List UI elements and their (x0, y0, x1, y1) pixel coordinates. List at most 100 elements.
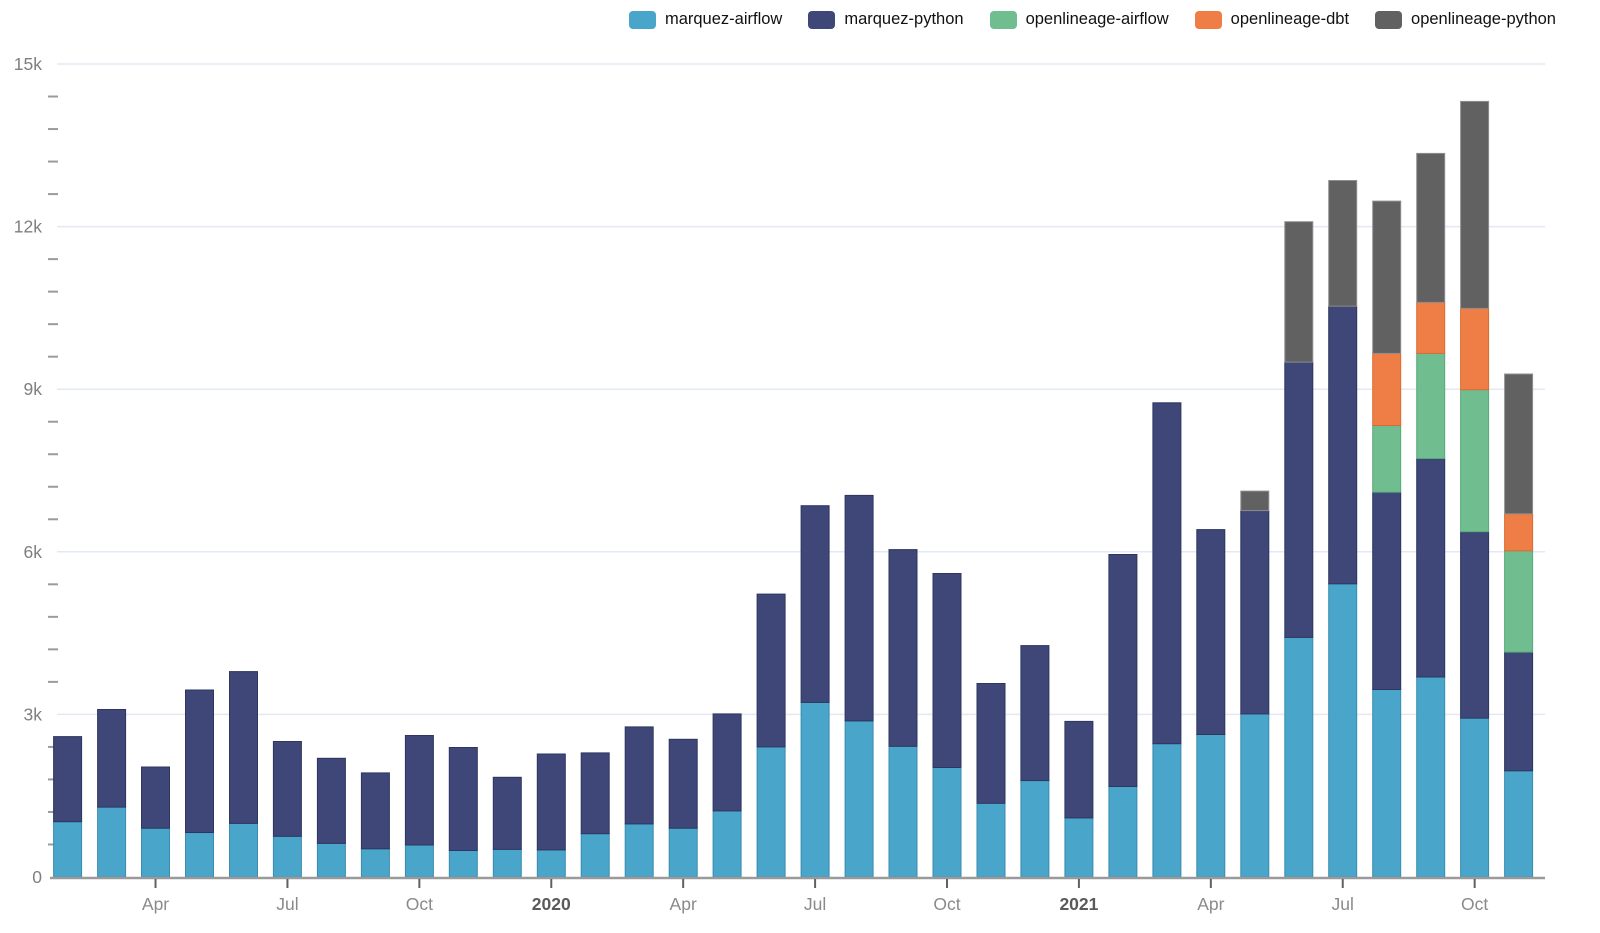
legend-item-marquez-python[interactable]: marquez-python (808, 10, 964, 29)
bar-segment-marquez-python[interactable] (1108, 554, 1138, 787)
bar-segment-marquez-python[interactable] (976, 683, 1006, 804)
bar-segment-marquez-airflow[interactable] (844, 720, 874, 878)
bar-segment-marquez-python[interactable] (668, 738, 698, 829)
y-axis-tick-label: 12k (14, 217, 42, 237)
bar-segment-openlineage-python[interactable] (1284, 221, 1314, 363)
bar-segment-marquez-airflow[interactable] (448, 849, 478, 878)
bar-segment-marquez-python[interactable] (1328, 305, 1358, 585)
bar-segment-marquez-python[interactable] (888, 549, 918, 747)
legend-label: marquez-airflow (664, 10, 783, 28)
bar-segment-marquez-airflow[interactable] (97, 806, 127, 878)
bar-segment-marquez-python[interactable] (756, 593, 786, 748)
bar-segment-marquez-python[interactable] (580, 752, 610, 835)
x-axis-tick-label: Apr (1197, 894, 1224, 914)
bar-segment-marquez-airflow[interactable] (1460, 717, 1490, 878)
bar-segment-marquez-python[interactable] (492, 776, 522, 850)
bar-segment-marquez-airflow[interactable] (1284, 636, 1314, 878)
bar-segment-marquez-airflow[interactable] (536, 849, 566, 878)
bar-segment-marquez-airflow[interactable] (360, 848, 390, 878)
bar-segment-marquez-airflow[interactable] (1064, 817, 1094, 878)
bar-segment-marquez-python[interactable] (404, 735, 434, 846)
bar-segment-openlineage-python[interactable] (1460, 100, 1490, 309)
bar-segment-marquez-airflow[interactable] (976, 802, 1006, 878)
bar-segment-marquez-python[interactable] (448, 747, 478, 851)
bar-segment-marquez-python[interactable] (97, 709, 127, 808)
bar-segment-marquez-python[interactable] (141, 766, 170, 829)
bar-segment-openlineage-dbt[interactable] (1416, 302, 1446, 354)
x-axis-tick-label: 2021 (1059, 894, 1098, 914)
bar-segment-openlineage-dbt[interactable] (1372, 352, 1402, 426)
bar-segment-marquez-airflow[interactable] (932, 767, 962, 878)
bar-segment-openlineage-python[interactable] (1504, 373, 1534, 515)
bar-segment-marquez-python[interactable] (932, 573, 962, 768)
bar-segment-marquez-airflow[interactable] (229, 822, 258, 878)
y-axis-tick-label: 0 (32, 867, 42, 887)
legend-item-marquez-airflow[interactable]: marquez-airflow (628, 10, 783, 29)
bar-segment-marquez-python[interactable] (1064, 720, 1094, 819)
bar-segment-marquez-python[interactable] (1152, 402, 1182, 745)
bar-segment-marquez-airflow[interactable] (1152, 743, 1182, 878)
bar-segment-openlineage-python[interactable] (1372, 200, 1402, 354)
bar-segment-marquez-airflow[interactable] (404, 844, 434, 878)
bar-segment-marquez-airflow[interactable] (1196, 734, 1226, 878)
bar-segment-marquez-airflow[interactable] (1504, 770, 1534, 878)
legend-item-openlineage-python[interactable]: openlineage-python (1375, 10, 1556, 29)
bar-segment-openlineage-airflow[interactable] (1460, 389, 1490, 533)
bar-segment-marquez-airflow[interactable] (492, 848, 522, 878)
bar-segment-marquez-python[interactable] (536, 753, 566, 851)
bar-segment-openlineage-python[interactable] (1416, 152, 1446, 303)
bar-segment-marquez-python[interactable] (1284, 361, 1314, 638)
bar-segment-marquez-python[interactable] (185, 689, 214, 833)
bar-segment-marquez-python[interactable] (800, 505, 830, 703)
bar-segment-marquez-airflow[interactable] (756, 746, 786, 878)
bar-segment-marquez-python[interactable] (1240, 510, 1270, 715)
bar-segment-marquez-airflow[interactable] (272, 835, 302, 878)
legend-swatch-icon (989, 10, 1017, 29)
bar-segment-openlineage-dbt[interactable] (1504, 513, 1534, 552)
legend-swatch-icon (628, 10, 656, 29)
bar-segment-marquez-python[interactable] (844, 494, 874, 722)
bar-segment-marquez-python[interactable] (1504, 651, 1534, 772)
bar-segment-marquez-airflow[interactable] (1372, 689, 1402, 878)
bar-segment-marquez-airflow[interactable] (712, 810, 742, 878)
bar-segment-marquez-python[interactable] (272, 741, 302, 837)
legend-item-openlineage-dbt[interactable]: openlineage-dbt (1194, 10, 1349, 29)
y-axis-tick-label: 15k (14, 54, 42, 74)
bar-segment-marquez-airflow[interactable] (141, 827, 170, 878)
x-axis-tick-label: Jul (1332, 894, 1354, 914)
bar-segment-openlineage-airflow[interactable] (1372, 425, 1402, 493)
bar-segment-marquez-python[interactable] (1196, 529, 1226, 735)
bar-segment-marquez-airflow[interactable] (580, 833, 610, 878)
bar-segment-openlineage-python[interactable] (1240, 490, 1270, 512)
bar-segment-marquez-python[interactable] (53, 736, 83, 823)
bar-segment-marquez-airflow[interactable] (185, 832, 214, 878)
bar-segment-marquez-python[interactable] (1020, 645, 1050, 782)
bar-segment-openlineage-airflow[interactable] (1504, 550, 1534, 653)
bar-segment-marquez-python[interactable] (316, 757, 346, 844)
bar-segment-marquez-airflow[interactable] (53, 821, 83, 878)
bar-segment-marquez-python[interactable] (624, 726, 654, 825)
bar-segment-marquez-airflow[interactable] (624, 823, 654, 878)
bar-segment-marquez-airflow[interactable] (800, 702, 830, 878)
bar-segment-marquez-python[interactable] (1372, 491, 1402, 691)
x-axis-tick-label: Apr (670, 894, 697, 914)
bar-segment-openlineage-airflow[interactable] (1416, 352, 1446, 459)
bar-segment-marquez-airflow[interactable] (668, 827, 698, 878)
bar-segment-marquez-python[interactable] (1416, 458, 1446, 678)
bar-segment-marquez-airflow[interactable] (1240, 713, 1270, 878)
bar-segment-openlineage-python[interactable] (1328, 180, 1358, 307)
bar-segment-marquez-airflow[interactable] (1328, 583, 1358, 878)
bar-segment-openlineage-dbt[interactable] (1460, 307, 1490, 391)
bar-segment-marquez-python[interactable] (712, 713, 742, 812)
bar-segment-marquez-airflow[interactable] (888, 745, 918, 878)
legend-label: openlineage-airflow (1025, 10, 1169, 28)
bar-segment-marquez-python[interactable] (1460, 531, 1490, 719)
bar-segment-marquez-airflow[interactable] (316, 842, 346, 878)
bar-segment-marquez-airflow[interactable] (1020, 780, 1050, 878)
bar-segment-marquez-airflow[interactable] (1416, 676, 1446, 878)
bar-segment-marquez-python[interactable] (360, 772, 390, 850)
bar-segment-marquez-python[interactable] (229, 671, 258, 824)
bar-segment-marquez-airflow[interactable] (1108, 786, 1138, 878)
x-axis-tick-label: Oct (1461, 894, 1488, 914)
legend-item-openlineage-airflow[interactable]: openlineage-airflow (989, 10, 1169, 29)
